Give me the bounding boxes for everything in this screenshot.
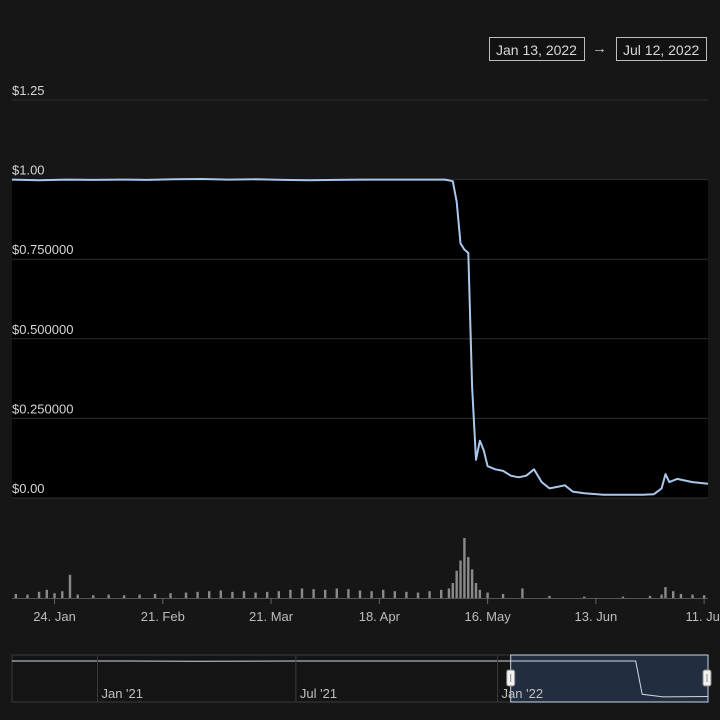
navigator-left-handle[interactable] — [506, 669, 516, 687]
y-tick-label: $0.500000 — [12, 322, 73, 337]
navigator-tick-label: Jul '21 — [300, 686, 337, 701]
volume-bar — [672, 591, 675, 598]
navigator-background — [11, 654, 709, 703]
volume-bar — [219, 590, 222, 598]
volume-bar — [447, 588, 451, 598]
navigator-tick-label: Jan '21 — [101, 686, 143, 701]
volume-bar — [463, 538, 466, 598]
x-tick-label: 24. Jan — [33, 609, 76, 624]
volume-bar — [153, 593, 157, 598]
navigator-tick-label: Jan '22 — [502, 686, 544, 701]
volume-bar — [405, 591, 408, 598]
volume-bar — [169, 593, 172, 598]
volume-bar — [440, 589, 443, 598]
navigator-right-handle[interactable] — [702, 669, 712, 687]
volume-bar — [416, 592, 420, 598]
volume-bar — [486, 592, 489, 598]
volume-bar — [312, 589, 315, 598]
navigator-line — [12, 660, 709, 698]
volume-bar — [289, 589, 292, 598]
volume-bar — [53, 593, 56, 598]
x-tick-label: 18. Apr — [359, 609, 401, 624]
x-tick-label: 21. Feb — [141, 609, 185, 624]
x-tick-label: 21. Mar — [249, 609, 294, 624]
range-arrow-icon: → — [592, 40, 607, 57]
y-tick-label: $1.25 — [12, 83, 45, 98]
volume-bar — [583, 596, 586, 598]
volume-bar — [300, 588, 304, 598]
volume-bar — [474, 583, 478, 598]
volume-bar — [428, 591, 431, 598]
volume-bar — [470, 569, 474, 598]
volume-bar — [660, 594, 663, 598]
volume-bar — [455, 570, 458, 598]
volume-bar — [679, 593, 683, 598]
plot-area — [12, 179, 708, 498]
volume-bar — [92, 595, 95, 598]
volume-bar — [393, 591, 396, 598]
volume-bar — [335, 588, 338, 598]
volume-bar — [26, 594, 29, 598]
volume-bar — [451, 583, 454, 598]
volume-bar — [45, 589, 48, 598]
volume-bar — [467, 557, 470, 598]
volume-bar — [358, 590, 362, 598]
volume-bar — [648, 595, 652, 598]
volume-bar — [664, 587, 667, 598]
price-line — [11, 178, 709, 496]
volume-bar — [208, 591, 211, 598]
volume-bar — [254, 592, 257, 598]
range-end-input[interactable]: Jul 12, 2022 — [616, 37, 707, 61]
volume-bar — [370, 591, 373, 598]
volume-bar — [184, 592, 188, 598]
x-tick-label: 11. Jul — [685, 609, 720, 624]
volume-bar — [548, 595, 551, 598]
volume-bar — [347, 589, 350, 598]
plot-background — [12, 100, 708, 498]
volume-bar — [76, 594, 79, 598]
volume-bar — [37, 591, 41, 598]
y-tick-label: $0.250000 — [12, 401, 73, 416]
volume-bar — [702, 595, 706, 598]
volume-bar — [68, 574, 72, 598]
volume-bar — [324, 589, 327, 598]
y-tick-label: $1.00 — [12, 163, 45, 178]
volume-bar — [266, 591, 269, 598]
x-tick-label: 13. Jun — [575, 609, 618, 624]
volume-bar — [501, 593, 505, 598]
volume-bar — [231, 591, 234, 598]
volume-bar — [196, 591, 199, 598]
volume-bar — [691, 594, 694, 598]
volume-bar — [107, 594, 110, 598]
volume-bar — [14, 593, 18, 598]
y-tick-label: $0.00 — [12, 481, 45, 496]
volume-bar — [459, 560, 462, 598]
volume-bar — [621, 596, 625, 598]
navigator-selection[interactable] — [510, 654, 709, 703]
volume-bar — [277, 591, 280, 598]
volume-bar — [242, 591, 246, 598]
volume-bar — [61, 591, 64, 598]
y-tick-label: $0.750000 — [12, 242, 73, 257]
range-start-input[interactable]: Jan 13, 2022 — [489, 37, 585, 61]
volume-bar — [521, 588, 524, 598]
x-tick-label: 16. May — [464, 609, 511, 624]
volume-bar — [478, 589, 482, 598]
volume-bar — [382, 589, 385, 598]
volume-bar — [138, 594, 141, 598]
volume-bar — [122, 595, 126, 598]
